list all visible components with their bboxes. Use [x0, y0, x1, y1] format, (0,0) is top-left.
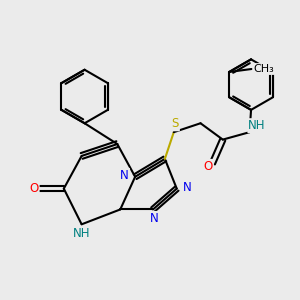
Text: S: S: [172, 117, 179, 130]
Text: N: N: [120, 169, 129, 182]
Text: O: O: [29, 182, 39, 195]
Text: NH: NH: [248, 119, 266, 132]
Text: N: N: [150, 212, 159, 225]
Text: N: N: [183, 181, 191, 194]
Text: O: O: [203, 160, 213, 173]
Text: CH₃: CH₃: [254, 64, 274, 74]
Text: NH: NH: [73, 227, 90, 240]
